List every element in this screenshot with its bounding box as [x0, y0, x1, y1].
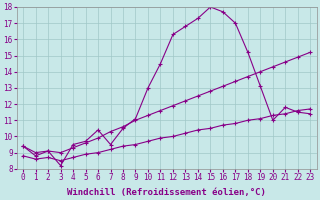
X-axis label: Windchill (Refroidissement éolien,°C): Windchill (Refroidissement éolien,°C) — [67, 188, 266, 197]
